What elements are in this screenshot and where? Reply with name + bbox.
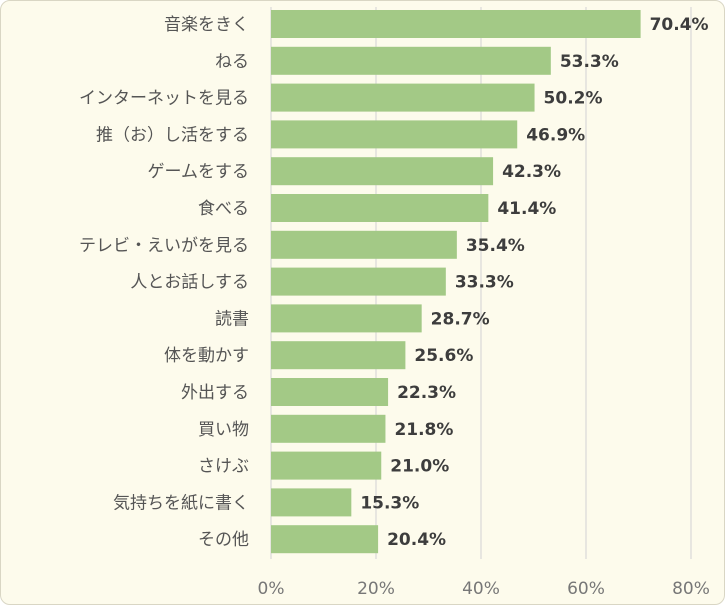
category-label: ゲームをする	[148, 162, 250, 182]
bar	[271, 451, 382, 480]
bar	[271, 267, 446, 296]
bar	[271, 525, 379, 554]
category-label: 買い物	[198, 420, 249, 440]
data-label: 46.9%	[526, 125, 585, 145]
data-label: 28.7%	[431, 309, 490, 329]
data-label: 53.3%	[560, 52, 619, 72]
value-labels: 70.4% 53.3% 50.2% 46.9% 42.3% 41.4% 35.4% 33.3%…	[360, 15, 708, 550]
category-label: 人とお話しする	[130, 273, 249, 293]
data-label: 70.4%	[650, 15, 709, 35]
data-label: 42.3%	[502, 162, 561, 182]
x-tick-label: 20%	[357, 579, 395, 599]
data-label: 25.6%	[414, 346, 473, 366]
bar	[271, 304, 422, 333]
category-label: 体を動かす	[164, 346, 249, 366]
category-label: インターネットを見る	[79, 89, 249, 109]
category-label: テレビ・えいがを見る	[79, 236, 249, 256]
category-label: 推（お）し活をする	[96, 125, 249, 145]
x-tick-label: 0%	[258, 579, 285, 599]
category-label: 外出する	[181, 383, 249, 403]
x-tick-label: 60%	[567, 579, 605, 599]
bar	[271, 46, 551, 75]
data-label: 15.3%	[360, 493, 419, 513]
bar	[271, 341, 406, 370]
category-label: さけぶ	[198, 457, 249, 477]
category-label: ねる	[215, 52, 249, 72]
bar	[271, 230, 457, 259]
bar	[271, 10, 641, 38]
data-label: 50.2%	[544, 89, 603, 109]
data-label: 21.0%	[390, 457, 449, 477]
bar	[271, 488, 352, 517]
x-tick-label: 80%	[672, 579, 710, 599]
bars	[271, 10, 641, 554]
bar	[271, 120, 518, 149]
x-tick-label: 40%	[462, 579, 500, 599]
data-label: 33.3%	[455, 273, 514, 293]
data-label: 20.4%	[387, 530, 446, 550]
bar	[271, 83, 535, 112]
category-label: 読書	[215, 309, 249, 329]
bar	[271, 157, 494, 186]
data-label: 35.4%	[466, 236, 525, 256]
x-axis-ticks: 0% 20% 40% 60% 80%	[258, 579, 710, 599]
bar	[271, 414, 386, 443]
category-label: 気持ちを紙に書く	[113, 493, 249, 513]
category-label: その他	[198, 530, 249, 550]
data-label: 21.8%	[394, 420, 453, 440]
data-label: 22.3%	[397, 383, 456, 403]
bar	[271, 194, 489, 222]
bar	[271, 378, 389, 406]
category-labels: 音楽をきくねるインターネットを見る推（お）し活をするゲームをする食べるテレビ・え…	[79, 15, 249, 550]
category-label: 音楽をきく	[164, 15, 249, 35]
data-label: 41.4%	[497, 199, 556, 219]
category-label: 食べる	[198, 199, 249, 219]
